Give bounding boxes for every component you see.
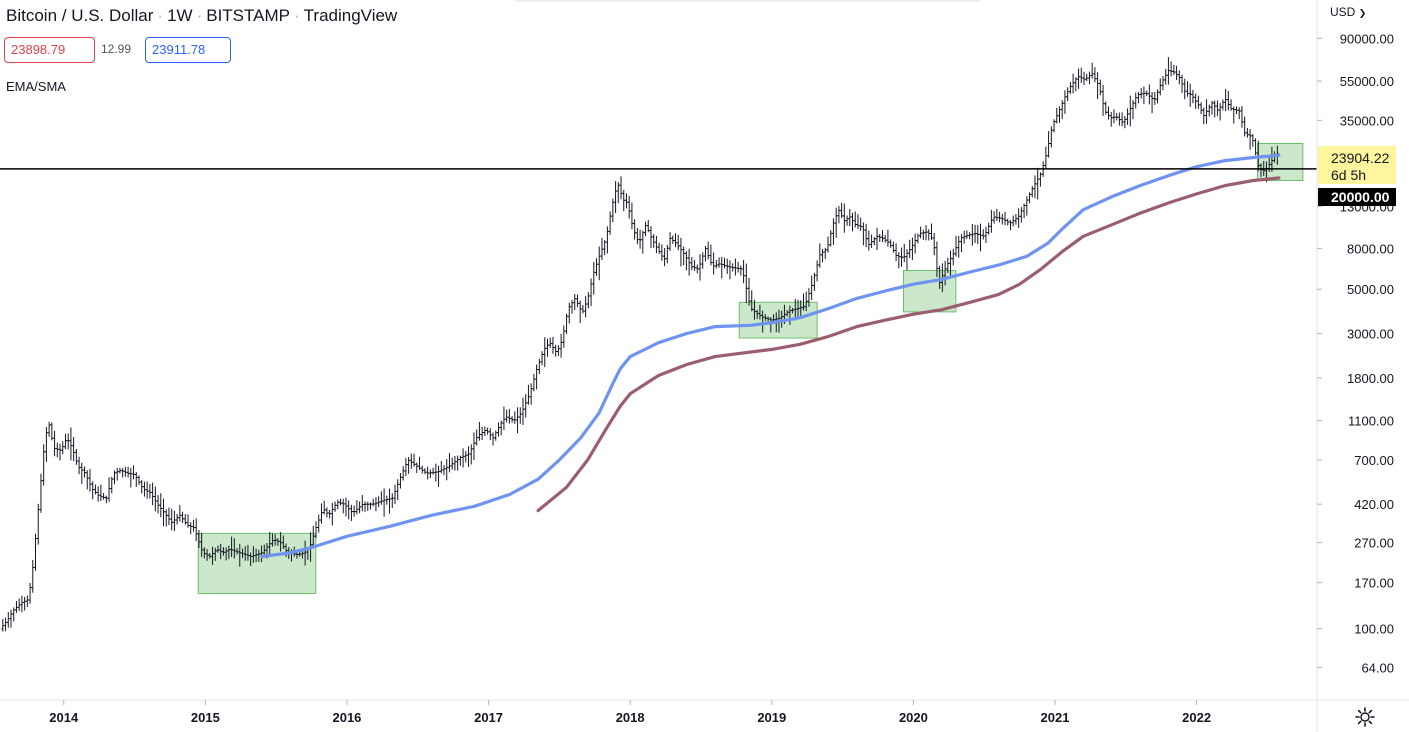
gear-icon[interactable]: [1354, 706, 1376, 728]
time-tick-label: 2014: [49, 710, 79, 725]
time-tick-label: 2022: [1182, 710, 1211, 725]
highlight-zone: [197, 532, 317, 595]
spread-value: 12.99: [101, 37, 132, 61]
bar-countdown-label: 6d 5h: [1331, 167, 1366, 183]
currency-selector[interactable]: USD ❯: [1330, 5, 1366, 19]
price-tick-label: 3000.00: [1347, 327, 1394, 342]
time-tick-label: 2015: [191, 710, 220, 725]
sma-line: [536, 176, 1281, 513]
time-tick-label: 2016: [332, 710, 361, 725]
buy-button[interactable]: 23911.78: [145, 37, 231, 63]
time-tick-label: 2017: [474, 710, 503, 725]
moving-averages: [260, 153, 1281, 559]
time-tick-label: 2019: [757, 710, 786, 725]
current-price-label: 23904.22: [1331, 150, 1390, 166]
time-axis: 2014 2015 2016 2017 2018 2019 2020 2021 2022: [49, 700, 1211, 725]
symbol-name: Bitcoin / U.S. Dollar: [6, 6, 154, 25]
price-axis: 64.00 100.00 170.00 270.00 420.00 700.00 1100.…: [1317, 31, 1394, 675]
highlight-zone: [1257, 142, 1304, 181]
price-tick-label: 170.00: [1354, 576, 1394, 591]
horizontal-line-price-tag: 20000.00: [1318, 188, 1396, 206]
price-tick-label: 64.00: [1361, 660, 1394, 675]
price-tick-label: 270.00: [1354, 536, 1394, 551]
price-tick-label: 5000.00: [1347, 282, 1394, 297]
highlight-zones: [197, 142, 1304, 595]
time-tick-label: 2021: [1041, 710, 1070, 725]
price-bars: [1, 57, 1279, 632]
time-tick-label: 2020: [899, 710, 928, 725]
symbol-title[interactable]: Bitcoin / U.S. Dollar · 1W · BITSTAMP · Tradin…: [6, 6, 398, 25]
platform-label: TradingView: [303, 6, 398, 25]
currency-label: USD: [1330, 5, 1356, 19]
price-tick-label: 35000.00: [1340, 113, 1394, 128]
price-tick-label: 700.00: [1354, 453, 1394, 468]
indicator-legend[interactable]: EMA/SMA: [6, 79, 66, 94]
ema-line: [260, 153, 1281, 559]
exchange-label: BITSTAMP: [206, 6, 290, 25]
price-tick-label: 1800.00: [1347, 371, 1394, 386]
current-price-tag: 23904.22 6d 5h: [1318, 146, 1396, 184]
time-tick-label: 2018: [616, 710, 645, 725]
price-tick-label: 55000.00: [1340, 74, 1394, 89]
sell-button[interactable]: 23898.79: [4, 37, 95, 63]
price-tick-label: 100.00: [1354, 622, 1394, 637]
price-tick-label: 8000.00: [1347, 241, 1394, 256]
price-tick-label: 90000.00: [1340, 31, 1394, 46]
price-tick-label: 420.00: [1354, 497, 1394, 512]
horizontal-line-price-label: 20000.00: [1331, 189, 1390, 205]
price-tick-label: 1100.00: [1348, 414, 1394, 429]
top-toolbar-edge: [515, 0, 980, 2]
chevron-down-icon: ❯: [1358, 8, 1367, 18]
interval-label: 1W: [167, 6, 193, 25]
